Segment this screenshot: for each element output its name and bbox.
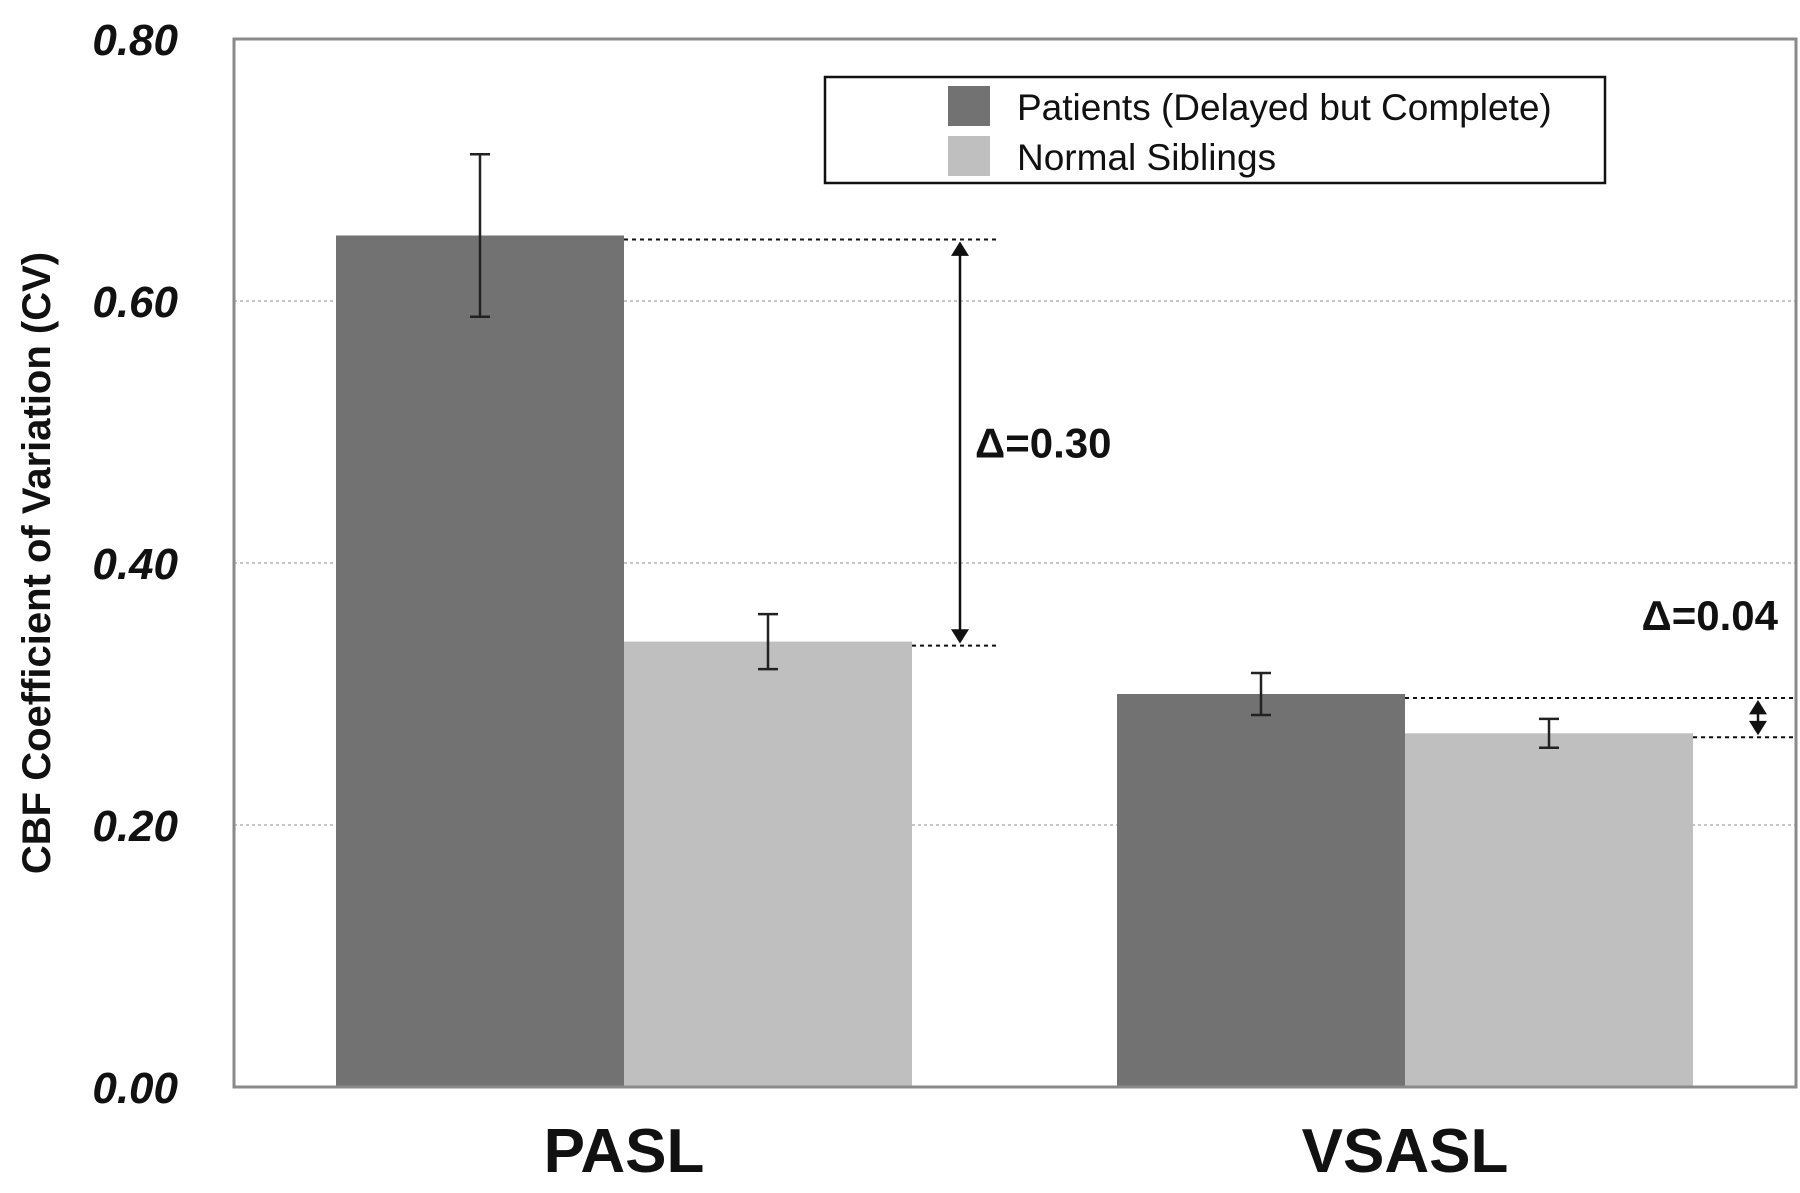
arrow-head-down [951,629,969,644]
bar-vsasl-siblings [1405,733,1693,1087]
bar-vsasl-patients [1117,694,1405,1087]
bar-pasl-patients [336,235,624,1087]
error-bars [470,153,1559,749]
y-tick-label: 0.40 [92,540,178,589]
arrow-head-up [1749,700,1767,715]
arrow-head-down [1749,720,1767,736]
bars [336,235,1693,1087]
y-axis-label: CBF Coefficient of Variation (CV) [15,252,59,874]
annotations: Δ=0.30 Δ=0.04 [624,238,1796,739]
legend-label-siblings: Normal Siblings [1017,137,1276,178]
legend-swatch-patients [948,86,990,126]
arrow-head-up [951,241,969,256]
legend-label-patients: Patients (Delayed but Complete) [1017,87,1552,128]
x-ticks: PASL VSASL [544,1117,1509,1186]
y-ticks: 0.00 0.20 0.40 0.60 0.80 [92,16,178,1113]
y-tick-label: 0.00 [92,1064,178,1113]
x-tick-label: VSASL [1302,1117,1509,1186]
legend: Patients (Delayed but Complete) Normal S… [823,75,1607,185]
bar-pasl-siblings [624,641,912,1087]
delta-label: Δ=0.30 [975,420,1111,467]
y-tick-label: 0.60 [92,278,178,327]
legend-swatch-siblings [948,136,990,176]
plot-frame [232,37,1798,1089]
delta-label: Δ=0.04 [1642,592,1779,639]
x-tick-label: PASL [544,1117,705,1186]
y-tick-label: 0.20 [92,802,178,851]
y-tick-label: 0.80 [92,16,178,65]
